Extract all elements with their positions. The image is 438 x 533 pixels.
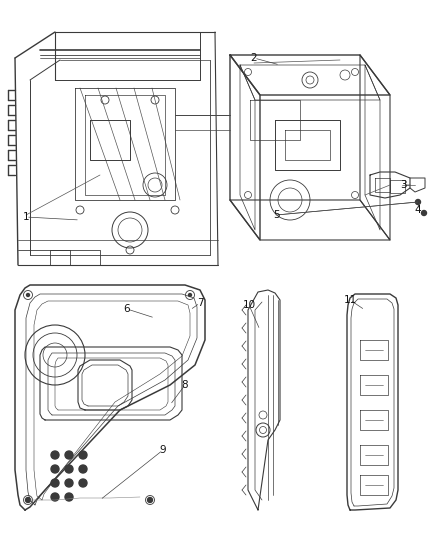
Text: 8: 8	[182, 380, 188, 390]
Circle shape	[65, 493, 73, 501]
Text: 6: 6	[124, 304, 131, 314]
Circle shape	[51, 479, 59, 487]
Circle shape	[65, 451, 73, 459]
Text: 5: 5	[273, 210, 279, 220]
Circle shape	[25, 497, 31, 503]
Circle shape	[27, 294, 29, 296]
Circle shape	[148, 498, 152, 502]
Text: 4: 4	[415, 205, 421, 215]
Text: 1: 1	[23, 212, 29, 222]
Text: 2: 2	[251, 53, 257, 63]
Circle shape	[51, 493, 59, 501]
Circle shape	[51, 465, 59, 473]
Circle shape	[148, 497, 152, 503]
Circle shape	[51, 451, 59, 459]
Text: 10: 10	[243, 300, 255, 310]
Circle shape	[79, 451, 87, 459]
Circle shape	[79, 465, 87, 473]
Circle shape	[188, 294, 191, 296]
Circle shape	[416, 199, 420, 205]
Circle shape	[421, 211, 427, 215]
Text: 3: 3	[400, 180, 406, 190]
Circle shape	[65, 479, 73, 487]
Circle shape	[65, 465, 73, 473]
Text: 9: 9	[160, 445, 166, 455]
Text: 11: 11	[343, 295, 357, 305]
Circle shape	[27, 498, 29, 502]
Text: 7: 7	[197, 298, 203, 308]
Circle shape	[79, 479, 87, 487]
